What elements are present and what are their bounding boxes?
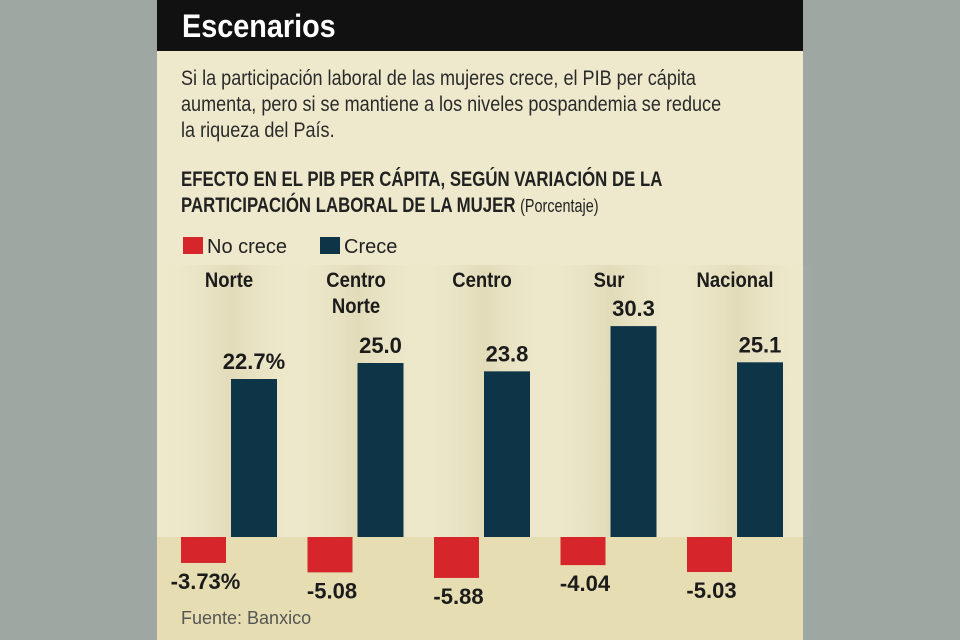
legend-label: No crece bbox=[207, 236, 287, 258]
value-label: 22.7% bbox=[223, 349, 285, 374]
bar bbox=[181, 537, 226, 563]
legend-swatch bbox=[320, 237, 340, 254]
category-label: Centro bbox=[452, 269, 512, 292]
chart-title: EFECTO EN EL PIB PER CÁPITA, SEGÚN VARIA… bbox=[181, 168, 662, 217]
category-label: Norte bbox=[204, 269, 254, 292]
value-label: 25.0 bbox=[359, 333, 402, 358]
category-label: Sur bbox=[593, 269, 624, 292]
bar bbox=[231, 379, 277, 537]
value-label: 25.1 bbox=[739, 332, 782, 357]
legend-swatch bbox=[183, 237, 203, 254]
value-label: -5.03 bbox=[686, 578, 736, 603]
value-label: 23.8 bbox=[486, 341, 529, 366]
bar bbox=[610, 326, 657, 537]
source: Fuente: Banxico bbox=[181, 608, 312, 628]
value-label: -5.08 bbox=[307, 578, 357, 603]
title-bar bbox=[157, 0, 803, 51]
bar bbox=[737, 362, 783, 537]
bar bbox=[357, 363, 404, 537]
value-label: 30.3 bbox=[612, 296, 655, 321]
bar bbox=[434, 537, 479, 578]
subtitle: Si la participación laboral de las mujer… bbox=[181, 67, 722, 142]
category-label: Centro Norte bbox=[325, 269, 386, 318]
bar bbox=[560, 537, 606, 566]
chart-title-block: EFECTO EN EL PIB PER CÁPITA, SEGÚN VARIA… bbox=[181, 167, 709, 219]
bar bbox=[307, 537, 353, 573]
value-label: -5.88 bbox=[433, 584, 483, 609]
value-label: -3.73% bbox=[171, 569, 241, 594]
bar bbox=[484, 371, 530, 537]
title: Escenarios bbox=[182, 8, 336, 44]
legend-label: Crece bbox=[344, 236, 397, 258]
unit: (Porcentaje) bbox=[520, 196, 599, 216]
value-label: -4.04 bbox=[560, 571, 611, 596]
bar bbox=[687, 537, 732, 573]
category-label: Nacional bbox=[696, 269, 774, 292]
